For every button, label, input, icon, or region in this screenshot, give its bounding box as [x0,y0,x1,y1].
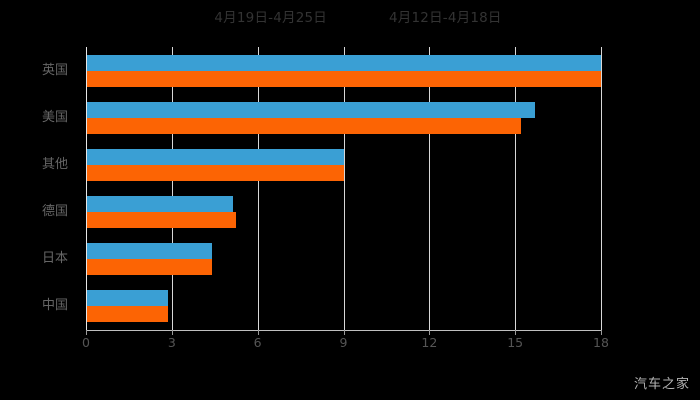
tick-label-9: 9 [339,335,348,350]
bar-德国-series-1[interactable] [86,212,237,229]
bar-其他-series-0[interactable] [86,148,344,165]
y-axis-line [86,47,87,330]
tick-label-6: 6 [253,335,262,350]
category-label-英国: 英国 [41,62,68,78]
gridline-12 [429,47,431,330]
legend-marker-circle-icon [198,14,207,23]
x-axis-ticks: 0 3 6 9 12 15 18 [0,330,700,360]
legend-item-series-0[interactable]: 4月19日-4月25日 [198,11,327,25]
gridline-15 [515,47,517,330]
legend-label-series-0: 4月19日-4月25日 [214,10,327,26]
tick-mark-6 [257,330,259,335]
tick-mark-3 [171,330,173,335]
tick-label-0: 0 [82,335,90,350]
legend-label-series-1: 4月12日-4月18日 [389,10,502,26]
bar-中国-series-1[interactable] [86,306,168,323]
chart-legend: 4月19日-4月25日 4月12日-4月18日 [0,6,700,30]
gridline-18 [601,47,602,330]
category-label-德国: 德国 [41,204,68,220]
bar-日本-series-0[interactable] [86,243,212,260]
tick-mark-18 [601,330,602,335]
legend-item-series-1[interactable]: 4月12日-4月18日 [373,11,502,25]
bar-日本-series-1[interactable] [86,259,212,276]
bar-中国-series-0[interactable] [86,290,168,307]
bar-英国-series-1[interactable] [86,70,601,87]
watermark: 汽车之家 [633,377,690,392]
bar-美国-series-1[interactable] [86,117,521,134]
gridline-3 [171,47,173,330]
tick-mark-12 [429,330,431,335]
gridline-9 [343,47,345,330]
tick-label-18: 18 [593,335,609,350]
bar-英国-series-0[interactable] [86,54,601,71]
category-label-中国: 中国 [41,298,68,314]
gridline-6 [257,47,259,330]
plot-area [86,47,602,330]
tick-label-15: 15 [507,335,524,350]
tick-mark-15 [515,330,517,335]
tick-mark-9 [343,330,345,335]
bar-德国-series-0[interactable] [86,196,234,213]
category-label-美国: 美国 [41,109,68,125]
tick-label-12: 12 [421,335,438,350]
bar-其他-series-1[interactable] [86,164,344,181]
category-axis-labels: 英国美国其他德国日本中国 [0,47,78,330]
tick-label-3: 3 [167,335,176,350]
category-label-日本: 日本 [41,251,68,267]
tick-mark-0 [86,330,87,335]
category-label-其他: 其他 [41,156,68,172]
bar-美国-series-0[interactable] [86,101,536,118]
legend-marker-square-icon [373,14,382,23]
